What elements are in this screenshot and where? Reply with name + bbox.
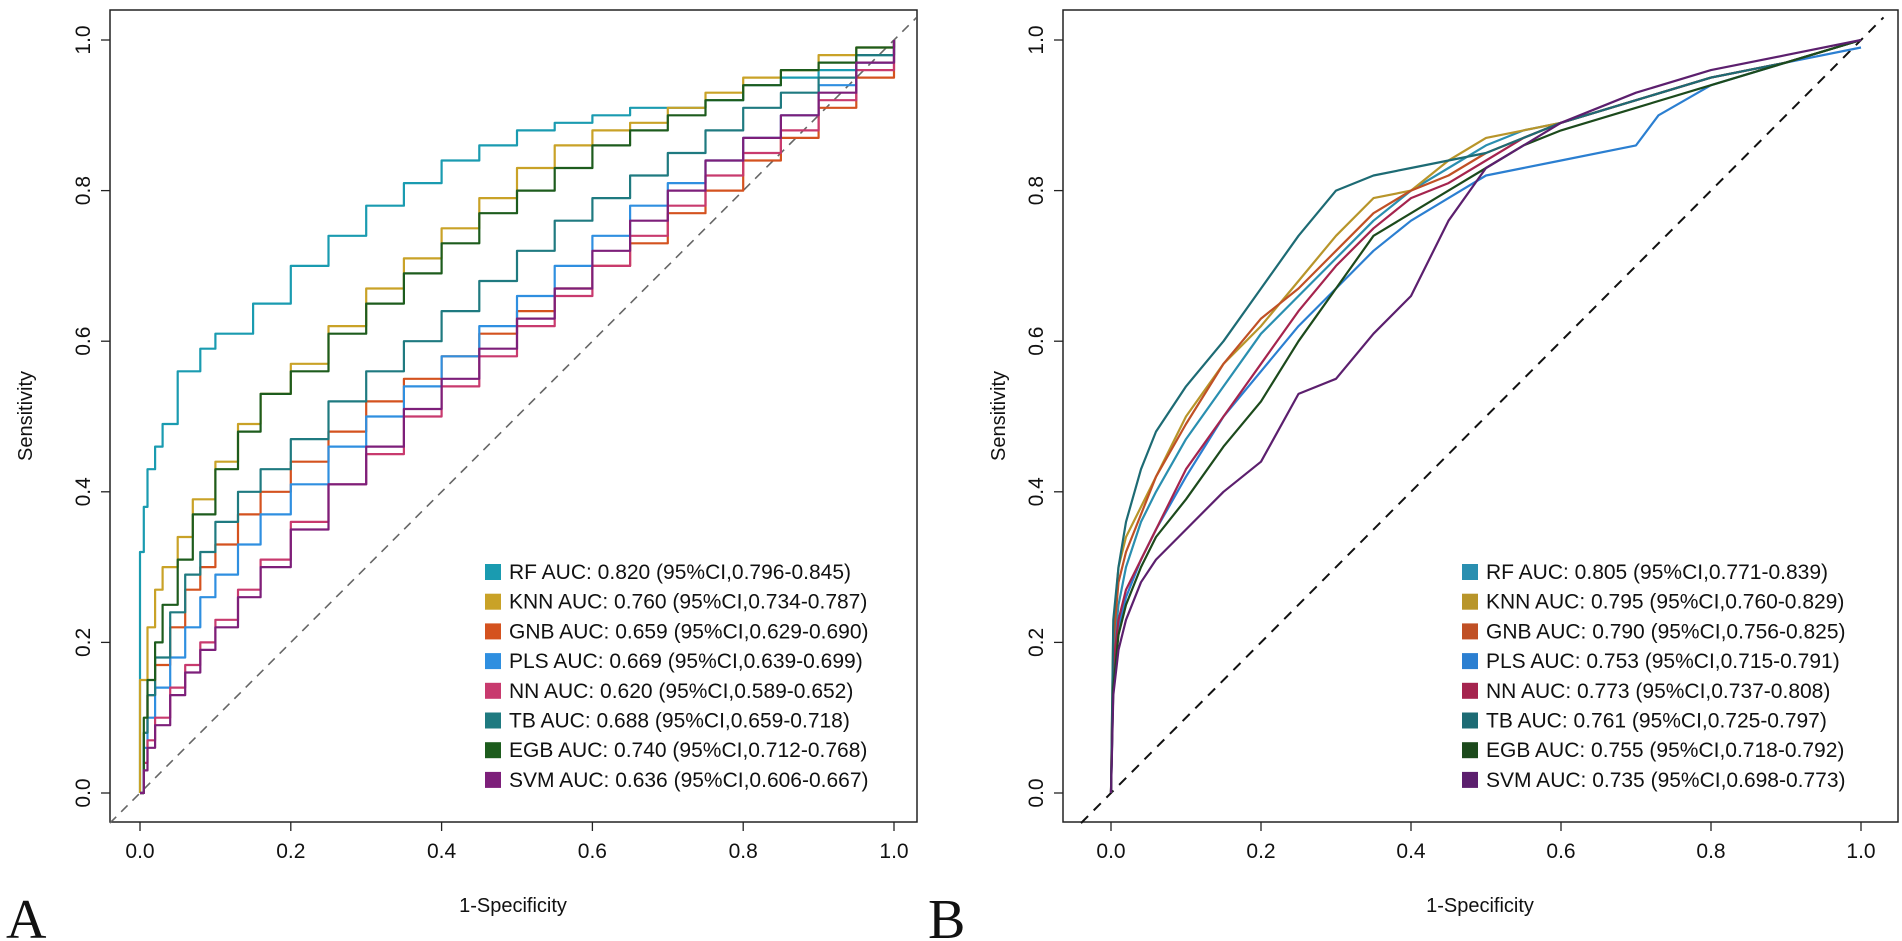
- panel-a-legend-label-egb: EGB AUC: 0.740 (95%CI,0.712-0.768): [509, 739, 867, 762]
- panel-b-legend: RF AUC: 0.805 (95%CI,0.771-0.839) KNN AUC…: [1462, 561, 1846, 792]
- panel-a-roc-curve-egb: [140, 40, 896, 795]
- panel-b-y-tick-label: 0.6: [1025, 327, 1048, 356]
- panel-b-roc-curve-svm: [1109, 38, 1862, 794]
- panel-b-y-axis-label: Sensitivity: [988, 371, 1010, 461]
- panel-b-reference-diagonal: [1080, 16, 1885, 824]
- panel-b-y-tick-label: 1.0: [1025, 25, 1048, 54]
- panel-a-y-tick-label: 0.2: [72, 628, 95, 657]
- panel-a-y-tick-label: 0.8: [72, 176, 95, 205]
- panel-a-legend-label-tb: TB AUC: 0.688 (95%CI,0.659-0.718): [509, 710, 850, 733]
- panel-a-x-tick-label: 0.6: [578, 840, 607, 863]
- panel-a-roc-curve-svm: [140, 40, 896, 795]
- panel-b-legend-label-nn: NN AUC: 0.773 (95%CI,0.737-0.808): [1486, 680, 1830, 703]
- panel-a-y-tick-label: 0.0: [72, 778, 95, 807]
- panel-b-legend-label-svm: SVM AUC: 0.735 (95%CI,0.698-0.773): [1486, 769, 1846, 792]
- panel-a-x-axis-label: 1-Specificity: [459, 895, 567, 917]
- panel-a-legend-swatch-svm: [485, 771, 501, 788]
- panel-b-x-tick-label: 0.2: [1246, 840, 1275, 863]
- panel-a: 0.0 0.2 0.4 0.6 0.8 1.0 0.0 0.2 0.4 0.6 0.8 1.0 RF…: [6, 9, 918, 941]
- panel-b-legend-swatch-tb: [1462, 712, 1478, 729]
- panel-b: 0.0 0.2 0.4 0.6 0.8 1.0 0.0 0.2 0.4 0.6 0.8 1.0 RF…: [928, 9, 1899, 941]
- panel-b-y-tick-label: 0.8: [1025, 176, 1048, 205]
- panel-b-x-tick-label: 1.0: [1846, 840, 1875, 863]
- panel-b-roc-curves: [1109, 38, 1862, 794]
- panel-a-y-tick-label: 0.6: [72, 327, 95, 356]
- panel-a-y-tick-label: 0.4: [72, 477, 95, 507]
- panel-a-legend-swatch-knn: [485, 593, 501, 610]
- panel-a-legend-swatch-egb: [485, 742, 501, 759]
- panel-a-legend-swatch-nn: [485, 682, 501, 699]
- panel-a-y-axis-label: Sensitivity: [15, 371, 37, 461]
- panel-a-legend-swatch-tb: [485, 712, 501, 729]
- panel-a-legend-label-rf: RF AUC: 0.820 (95%CI,0.796-0.845): [509, 561, 851, 584]
- panel-b-legend-label-egb: EGB AUC: 0.755 (95%CI,0.718-0.792): [1486, 739, 1844, 762]
- panel-a-legend-label-knn: KNN AUC: 0.760 (95%CI,0.734-0.787): [509, 591, 867, 614]
- panel-a-x-tick-label: 0.2: [276, 840, 305, 863]
- panel-a-x-ticks: 0.0 0.2 0.4 0.6 0.8 1.0: [125, 822, 909, 863]
- panel-b-legend-swatch-egb: [1462, 742, 1478, 759]
- panel-a-x-tick-label: 0.0: [125, 840, 154, 863]
- panel-a-legend-swatch-gnb: [485, 623, 501, 640]
- panel-b-y-ticks: 0.0 0.2 0.4 0.6 0.8 1.0: [1025, 25, 1063, 808]
- panel-b-x-axis-label: 1-Specificity: [1426, 895, 1534, 917]
- panel-b-roc-curve-egb: [1109, 38, 1862, 794]
- panel-b-y-tick-label: 0.2: [1025, 628, 1048, 657]
- panel-b-plot-frame: [1062, 9, 1899, 823]
- panel-a-roc-curve-gnb: [140, 40, 896, 795]
- panel-a-roc-curve-tb: [140, 40, 896, 795]
- panel-a-legend-label-gnb: GNB AUC: 0.659 (95%CI,0.629-0.690): [509, 620, 869, 643]
- panel-a-legend-label-svm: SVM AUC: 0.636 (95%CI,0.606-0.667): [509, 769, 869, 792]
- panel-b-x-tick-label: 0.4: [1396, 840, 1426, 863]
- panel-b-y-tick-label: 0.4: [1025, 477, 1048, 507]
- panel-a-roc-curves: [138, 40, 896, 795]
- panel-b-legend-swatch-svm: [1462, 771, 1478, 788]
- panel-a-reference-diagonal: [109, 16, 918, 824]
- panel-a-legend-swatch-pls: [485, 653, 501, 670]
- panel-a-plot-frame: [109, 9, 918, 823]
- panel-b-x-tick-label: 0.6: [1546, 840, 1575, 863]
- panel-b-roc-curve-tb: [1109, 38, 1862, 794]
- panel-a-legend: RF AUC: 0.820 (95%CI,0.796-0.845) KNN AUC…: [485, 561, 869, 792]
- panel-b-legend-label-pls: PLS AUC: 0.753 (95%CI,0.715-0.791): [1486, 650, 1840, 673]
- panel-b-legend-swatch-rf: [1462, 564, 1478, 580]
- panel-a-legend-label-pls: PLS AUC: 0.669 (95%CI,0.639-0.699): [509, 650, 863, 673]
- panel-a-y-ticks: 0.0 0.2 0.4 0.6 0.8 1.0: [72, 25, 110, 808]
- panel-b-legend-label-knn: KNN AUC: 0.795 (95%CI,0.760-0.829): [1486, 591, 1844, 614]
- panel-a-x-tick-label: 0.4: [427, 840, 457, 863]
- panel-a-legend-label-nn: NN AUC: 0.620 (95%CI,0.589-0.652): [509, 680, 853, 703]
- panel-a-x-tick-label: 1.0: [879, 840, 908, 863]
- panel-a-y-tick-label: 1.0: [72, 25, 95, 54]
- panel-b-x-tick-label: 0.8: [1696, 840, 1725, 863]
- panel-b-x-tick-label: 0.0: [1096, 840, 1125, 863]
- panel-b-x-ticks: 0.0 0.2 0.4 0.6 0.8 1.0: [1096, 822, 1876, 863]
- panel-b-letter: B: [928, 889, 965, 941]
- panel-a-letter: A: [6, 889, 47, 941]
- panel-b-legend-swatch-gnb: [1462, 623, 1478, 640]
- panel-b-roc-curve-pls: [1109, 46, 1862, 794]
- panel-a-x-tick-label: 0.8: [729, 840, 758, 863]
- panel-b-legend-swatch-knn: [1462, 593, 1478, 610]
- panel-b-y-tick-label: 0.0: [1025, 778, 1048, 807]
- panel-b-legend-label-gnb: GNB AUC: 0.790 (95%CI,0.756-0.825): [1486, 620, 1846, 643]
- panel-b-legend-swatch-nn: [1462, 682, 1478, 699]
- panel-b-legend-swatch-pls: [1462, 653, 1478, 670]
- panel-b-legend-label-rf: RF AUC: 0.805 (95%CI,0.771-0.839): [1486, 561, 1828, 584]
- panel-b-legend-label-tb: TB AUC: 0.761 (95%CI,0.725-0.797): [1486, 710, 1827, 733]
- panel-a-legend-swatch-rf: [485, 564, 501, 580]
